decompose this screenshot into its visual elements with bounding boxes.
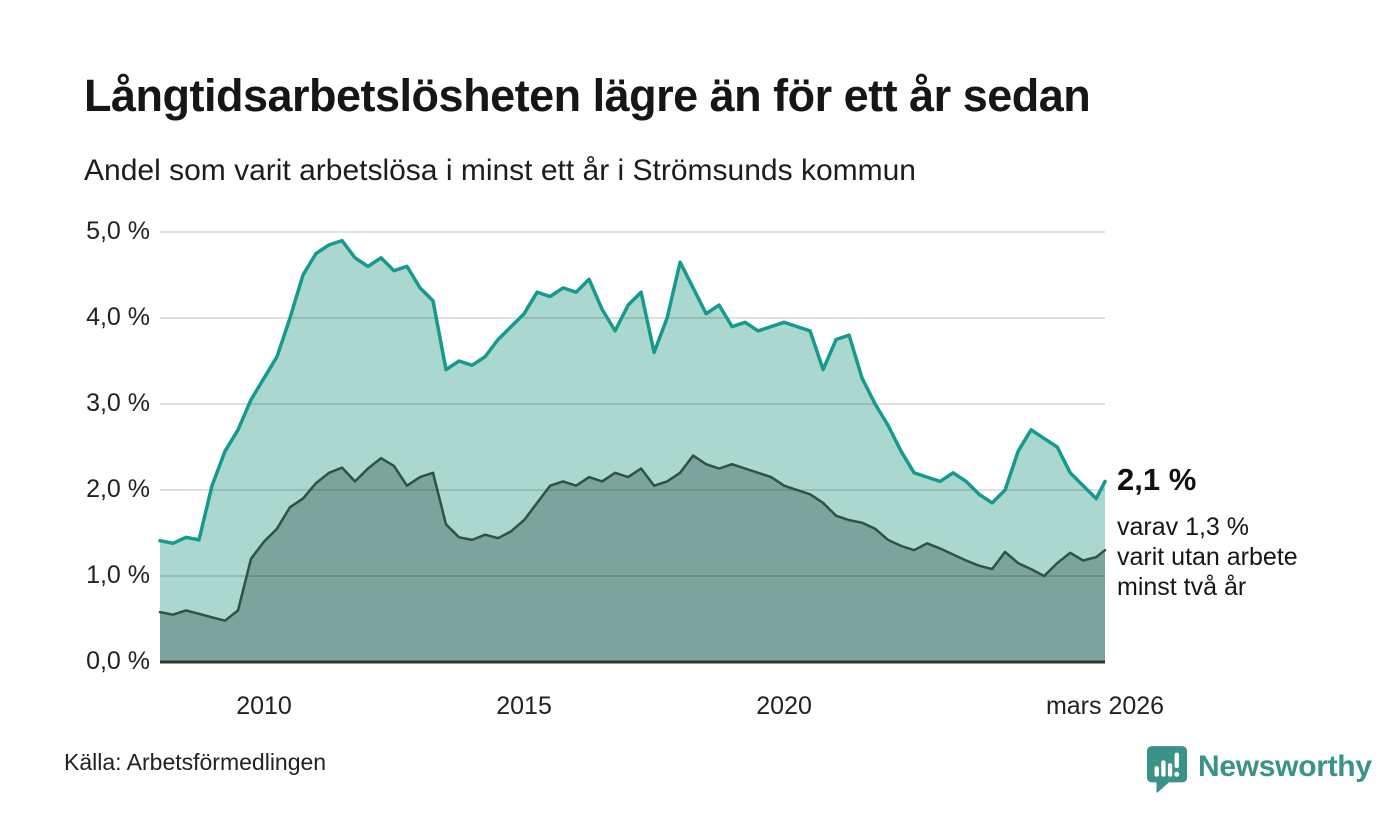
y-tick-label: 2,0 % — [86, 475, 150, 503]
y-tick-label: 0,0 % — [86, 647, 150, 675]
line-two-year — [158, 454, 1107, 622]
newsworthy-icon — [1146, 746, 1188, 793]
exclamation-bar — [1174, 752, 1179, 769]
y-tick-label: 1,0 % — [86, 561, 150, 589]
exclamation-dot — [1174, 771, 1180, 777]
annotation-line-1: varav 1,3 % — [1117, 513, 1250, 541]
line-one-year — [158, 238, 1107, 546]
newsworthy-logo: Newsworthy — [1146, 744, 1372, 794]
newsworthy-wordmark: Newsworthy — [1198, 750, 1372, 783]
chart-subtitle: Andel som varit arbetslösa i minst ett å… — [84, 154, 916, 187]
y-tick-label: 5,0 % — [86, 217, 150, 245]
y-tick-label: 3,0 % — [86, 389, 150, 417]
x-tick-label: 2010 — [236, 692, 292, 720]
area-two-year — [160, 455, 1105, 662]
x-tick-label: 2020 — [756, 692, 812, 720]
x-tick-label: 2015 — [496, 692, 552, 720]
bar-short — [1154, 766, 1159, 777]
annotation-line-3: minst två år — [1117, 573, 1247, 601]
source-label: Källa: Arbetsförmedlingen — [64, 749, 327, 775]
latest-value-label: 2,1 % — [1117, 462, 1197, 497]
bar-tall — [1167, 763, 1173, 777]
chart-title: Långtidsarbetslösheten lägre än för ett … — [84, 70, 1091, 121]
latest-value-annotation: 2,1 % varav 1,3 % varit utan arbete mins… — [1117, 462, 1392, 602]
y-tick-label: 4,0 % — [86, 303, 150, 331]
bar-medium — [1161, 760, 1166, 777]
x-tick-label: mars 2026 — [1045, 692, 1165, 720]
annotation-line-2: varit utan arbete — [1117, 543, 1298, 571]
speech-bubble-shape — [1146, 746, 1188, 793]
